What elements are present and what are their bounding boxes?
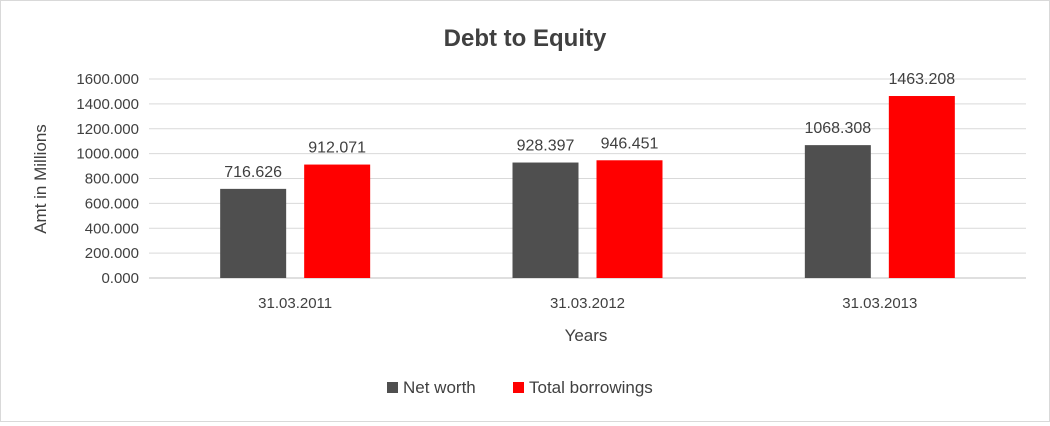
legend-label: Total borrowings [529,378,653,397]
data-label: 928.397 [517,138,575,155]
y-tick-label: 600.000 [85,195,139,212]
x-tick-label: 31.03.2012 [550,295,625,312]
data-label: 716.626 [224,164,282,181]
legend-label: Net worth [403,378,476,397]
gridlines [149,78,1026,279]
data-label: 946.451 [601,135,659,152]
x-tick-label: 31.03.2011 [258,295,332,312]
y-tick-label: 400.000 [85,220,139,237]
bar-total-borrowings [888,96,955,278]
y-tick-label: 1400.000 [76,96,139,113]
data-label: 912.071 [308,140,366,157]
bar-total-borrowings [304,164,371,278]
y-tick-label: 1000.000 [76,146,139,163]
legend-swatch [387,382,398,393]
x-tick-label: 31.03.2013 [842,295,917,312]
legend: Net worth Total borrowings [387,378,653,397]
y-axis-ticks: 0.000 200.000 400.000 600.000 800.000 1000.00… [76,71,139,287]
bar-data-labels: 716.626 912.071 928.397 946.451 1068.308 1463… [224,71,955,181]
y-tick-label: 800.000 [85,171,139,188]
bar-net-worth [512,162,579,278]
data-label: 1068.308 [804,120,871,137]
x-axis-label: Years [565,326,608,345]
bar-total-borrowings [596,160,663,278]
bars [220,96,955,278]
x-axis-ticks: 31.03.2011 31.03.2012 31.03.2013 [258,295,917,312]
bar-net-worth [804,145,871,278]
y-axis-label: Amt in Millions [31,124,50,234]
y-tick-label: 1600.000 [76,71,139,88]
y-tick-label: 1200.000 [76,121,139,138]
chart-title: Debt to Equity [444,25,607,52]
legend-swatch [513,382,524,393]
y-tick-label: 0.000 [101,270,139,287]
y-tick-label: 200.000 [85,245,139,262]
bar-net-worth [220,188,287,278]
data-label: 1463.208 [888,71,955,88]
